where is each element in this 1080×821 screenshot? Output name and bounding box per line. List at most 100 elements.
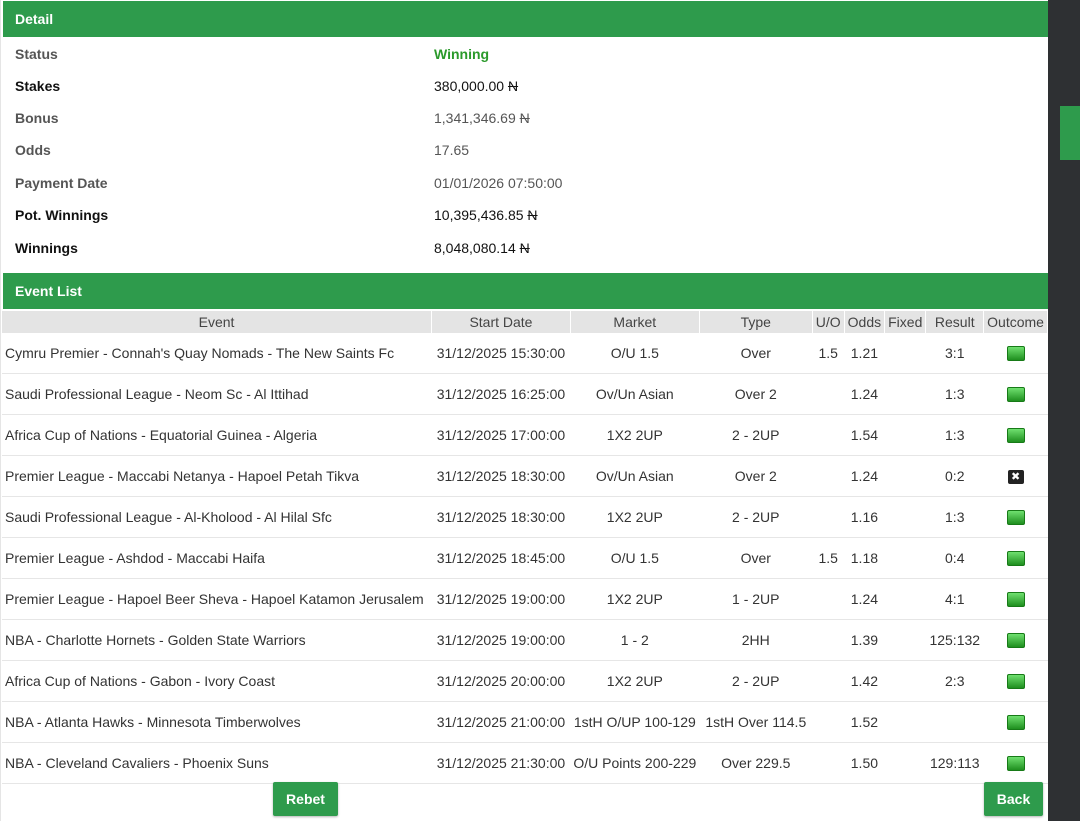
pot-winnings-value: 10,395,436.85 N	[434, 207, 538, 223]
fixed-value	[884, 701, 926, 743]
detail-row-winnings: Winnings 8,048,080.14 N	[1, 232, 1047, 264]
start-date: 31/12/2025 21:30:00	[431, 742, 571, 784]
event-name: Premier League - Ashdod - Maccabi Haifa	[2, 537, 432, 579]
odds-value: 1.24	[844, 373, 885, 415]
table-row: Premier League - Maccabi Netanya - Hapoe…	[2, 455, 1048, 497]
uo-value	[812, 578, 845, 620]
outcome-cell	[983, 742, 1048, 784]
event-name: Saudi Professional League - Al-Kholood -…	[2, 496, 432, 538]
table-row: Premier League - Ashdod - Maccabi Haifa 3…	[2, 537, 1048, 579]
won-icon	[1006, 428, 1025, 444]
fixed-value	[884, 496, 926, 538]
col-fixed: Fixed	[884, 311, 927, 333]
result-value: 1:3	[925, 373, 984, 415]
outcome-cell	[983, 496, 1048, 538]
start-date: 31/12/2025 16:25:00	[431, 373, 571, 415]
market: 1stH O/UP 100-129	[570, 701, 700, 743]
payment-date-label: Payment Date	[15, 175, 108, 191]
odds-value: 1.16	[844, 496, 885, 538]
payment-date-value: 01/01/2026 07:50:00	[434, 175, 563, 191]
back-button[interactable]: Back	[984, 782, 1043, 816]
naira-symbol: N	[507, 78, 519, 94]
start-date: 31/12/2025 18:45:00	[431, 537, 571, 579]
won-icon	[1006, 387, 1025, 403]
fixed-value	[884, 619, 926, 661]
table-row: NBA - Cleveland Cavaliers - Phoenix Suns…	[2, 742, 1048, 784]
rebet-button[interactable]: Rebet	[273, 782, 338, 816]
outcome-cell: ✖	[983, 455, 1048, 497]
start-date: 31/12/2025 20:00:00	[431, 660, 571, 702]
result-value: 3:1	[925, 333, 984, 374]
detail-header: Detail	[3, 1, 1048, 37]
event-list-header: Event List	[3, 273, 1048, 309]
winnings-value: 8,048,080.14 N	[434, 240, 530, 256]
start-date: 31/12/2025 17:00:00	[431, 414, 571, 456]
outcome-cell	[983, 414, 1048, 456]
odds-value: 1.52	[844, 701, 885, 743]
odds-value: 1.18	[844, 537, 885, 579]
detail-title: Detail	[15, 11, 54, 27]
market: 1X2 2UP	[570, 496, 700, 538]
event-name: Saudi Professional League - Neom Sc - Al…	[2, 373, 432, 415]
winnings-label: Winnings	[15, 240, 78, 256]
detail-row-stakes: Stakes 380,000.00 N	[1, 70, 1047, 102]
table-row: Saudi Professional League - Neom Sc - Al…	[2, 373, 1048, 415]
odds-value: 1.21	[844, 333, 885, 374]
bet-type: 1stH Over 114.5	[699, 701, 813, 743]
won-icon	[1006, 510, 1025, 526]
start-date: 31/12/2025 15:30:00	[431, 333, 571, 374]
lost-icon: ✖	[1007, 470, 1024, 485]
status-label: Status	[15, 46, 58, 62]
detail-row-pot-winnings: Pot. Winnings 10,395,436.85 N	[1, 199, 1047, 231]
result-value: 1:3	[925, 414, 984, 456]
event-name: Cymru Premier - Connah's Quay Nomads - T…	[2, 333, 432, 374]
event-name: NBA - Cleveland Cavaliers - Phoenix Suns	[2, 742, 432, 784]
uo-value	[812, 455, 845, 497]
won-icon	[1006, 633, 1025, 649]
uo-value	[812, 414, 845, 456]
result-value: 4:1	[925, 578, 984, 620]
fixed-value	[884, 333, 926, 374]
col-event: Event	[2, 311, 433, 333]
uo-value: 1.5	[812, 537, 845, 579]
col-market: Market	[570, 311, 700, 333]
table-row: Africa Cup of Nations - Equatorial Guine…	[2, 414, 1048, 456]
event-name: Premier League - Hapoel Beer Sheva - Hap…	[2, 578, 432, 620]
col-start-date: Start Date	[431, 311, 571, 333]
result-value	[925, 701, 984, 743]
event-name: Africa Cup of Nations - Equatorial Guine…	[2, 414, 432, 456]
pot-winnings-label: Pot. Winnings	[15, 207, 109, 223]
naira-symbol: N	[519, 240, 530, 256]
start-date: 31/12/2025 21:00:00	[431, 701, 571, 743]
won-icon	[1006, 715, 1025, 731]
uo-value: 1.5	[812, 333, 845, 374]
bet-type: Over 2	[699, 455, 813, 497]
event-name: Premier League - Maccabi Netanya - Hapoe…	[2, 455, 432, 497]
stakes-value: 380,000.00 N	[434, 78, 519, 94]
outcome-cell	[983, 373, 1048, 415]
market: Ov/Un Asian	[570, 373, 700, 415]
col-odds: Odds	[844, 311, 886, 333]
detail-row-odds: Odds 17.65	[1, 134, 1047, 166]
market: 1X2 2UP	[570, 414, 700, 456]
fixed-value	[884, 414, 926, 456]
bet-type: 2 - 2UP	[699, 414, 813, 456]
odds-value: 1.24	[844, 455, 885, 497]
naira-symbol: N	[527, 207, 538, 223]
start-date: 31/12/2025 19:00:00	[431, 619, 571, 661]
detail-row-bonus: Bonus 1,341,346.69 N	[1, 102, 1047, 134]
start-date: 31/12/2025 19:00:00	[431, 578, 571, 620]
start-date: 31/12/2025 18:30:00	[431, 496, 571, 538]
detail-row-status: Status Winning	[1, 38, 1047, 70]
won-icon	[1006, 756, 1025, 772]
odds-value: 1.24	[844, 578, 885, 620]
bet-type: Over 229.5	[699, 742, 813, 784]
side-tab[interactable]	[1060, 106, 1080, 160]
table-row: Africa Cup of Nations - Gabon - Ivory Co…	[2, 660, 1048, 702]
result-value: 0:4	[925, 537, 984, 579]
fixed-value	[884, 373, 926, 415]
bet-type: Over 2	[699, 373, 813, 415]
event-name: NBA - Atlanta Hawks - Minnesota Timberwo…	[2, 701, 432, 743]
fixed-value	[884, 742, 926, 784]
market: 1X2 2UP	[570, 578, 700, 620]
